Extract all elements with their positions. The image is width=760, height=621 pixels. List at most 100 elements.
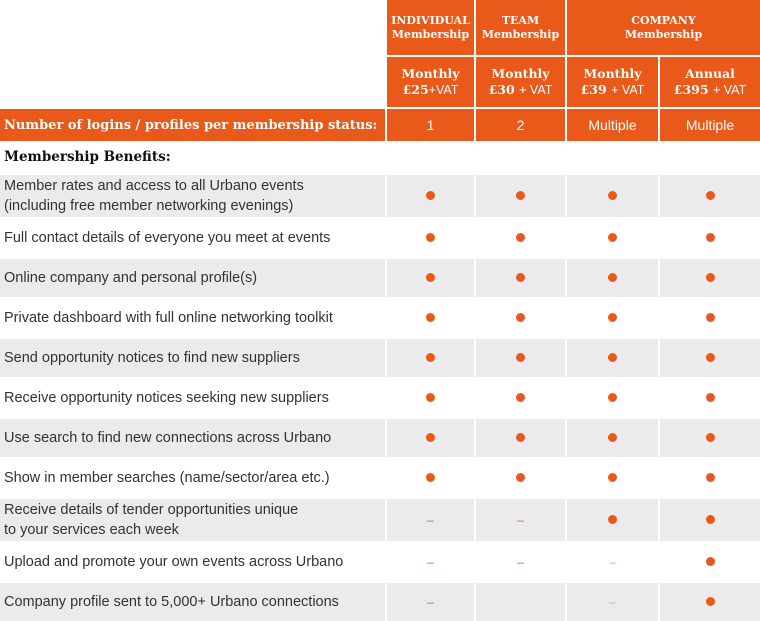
section-title-row: Membership Benefits: — [0, 141, 760, 173]
included-dot-icon — [705, 273, 715, 282]
benefit-label-line: Use search to find new connections acros… — [4, 430, 332, 446]
included-dot-icon — [608, 273, 617, 282]
logins-row: Number of logins / profiles per membersh… — [0, 107, 760, 141]
included-dot-icon — [426, 353, 435, 362]
included-dot-icon — [426, 191, 435, 200]
price-cell-company-monthly[interactable]: Monthly £39 + VAT — [565, 55, 658, 107]
benefit-label-line: Full contact details of everyone you mee… — [4, 230, 331, 246]
price-vat: + VAT — [713, 82, 747, 97]
not-included-dash-icon: – — [427, 513, 434, 527]
benefit-cell — [474, 417, 565, 457]
benefit-label-line: Company profile sent to 5,000+ Urbano co… — [4, 594, 339, 610]
benefit-cell — [565, 417, 658, 457]
benefit-cell — [474, 377, 565, 417]
plan-group-subtitle: Membership — [481, 27, 560, 41]
price-cell-individual-monthly[interactable]: Monthly £25+VAT — [385, 55, 474, 107]
benefit-cell — [385, 417, 474, 457]
benefit-label: Receive opportunity notices seeking new … — [0, 377, 385, 417]
included-dot-icon — [426, 393, 435, 402]
benefit-cell — [565, 173, 658, 217]
section-title: Membership Benefits: — [4, 149, 171, 165]
price-vat: +VAT — [428, 82, 459, 97]
benefit-cell: – — [474, 497, 565, 541]
benefit-cell — [658, 297, 760, 337]
benefit-cell — [565, 497, 658, 541]
included-dot-icon — [426, 433, 435, 442]
price-period: Annual — [685, 65, 735, 81]
benefit-cell — [658, 217, 760, 257]
benefit-cell — [385, 377, 474, 417]
plan-header-individual[interactable]: INDIVIDUAL Membership — [385, 0, 474, 55]
price-vat: + VAT — [611, 82, 645, 97]
benefit-cell — [385, 297, 474, 337]
benefit-cell — [658, 497, 760, 541]
price-amount: £25 — [402, 81, 429, 97]
plan-header-team[interactable]: TEAM Membership — [474, 0, 565, 55]
benefit-cell — [565, 457, 658, 497]
benefit-row: Send opportunity notices to find new sup… — [0, 337, 760, 377]
benefit-cell: – — [385, 497, 474, 541]
header-spacer — [0, 0, 385, 107]
benefit-row: Online company and personal profile(s) — [0, 257, 760, 297]
included-dot-icon — [705, 393, 715, 402]
benefit-cell — [385, 457, 474, 497]
benefit-cell — [385, 173, 474, 217]
benefit-cell — [474, 173, 565, 217]
included-dot-icon — [516, 393, 525, 402]
benefit-label: Member rates and access to all Urbano ev… — [0, 173, 385, 217]
plan-group-name: INDIVIDUAL — [391, 13, 470, 27]
benefit-row: Show in member searches (name/sector/are… — [0, 457, 760, 497]
benefit-cell — [658, 337, 760, 377]
benefit-cell — [474, 337, 565, 377]
price-vat: + VAT — [519, 82, 553, 97]
benefit-rows: Member rates and access to all Urbano ev… — [0, 173, 760, 621]
included-dot-icon — [608, 191, 617, 200]
logins-value-company-monthly: Multiple — [565, 107, 658, 141]
benefit-row: Upload and promote your own events acros… — [0, 541, 760, 581]
included-dot-icon — [426, 473, 435, 482]
price-cell-team-monthly[interactable]: Monthly £30 + VAT — [474, 55, 565, 107]
price-amount: £39 — [580, 81, 607, 97]
price-amount: £30 — [488, 81, 515, 97]
benefit-label-line: Member rates and access to all Urbano ev… — [4, 178, 304, 194]
not-included-dash-icon: – — [609, 555, 616, 569]
included-dot-icon — [516, 273, 525, 282]
plan-group-name: COMPANY — [631, 13, 696, 27]
benefit-label: Receive details of tender opportunities … — [0, 497, 385, 541]
benefit-cell — [474, 217, 565, 257]
benefit-cell — [658, 541, 760, 581]
benefit-cell — [565, 257, 658, 297]
included-dot-icon — [705, 597, 715, 606]
benefit-label: Send opportunity notices to find new sup… — [0, 337, 385, 377]
included-dot-icon — [705, 515, 715, 524]
benefit-label-line: Online company and personal profile(s) — [4, 270, 258, 286]
plan-group-subtitle: Membership — [624, 27, 703, 41]
included-dot-icon — [705, 433, 715, 442]
included-dot-icon — [705, 557, 715, 566]
benefit-label-line: Receive opportunity notices seeking new … — [4, 390, 329, 406]
plan-group-subtitle: Membership — [391, 27, 470, 41]
price-cell-company-annual[interactable]: Annual £395 + VAT — [658, 55, 760, 107]
benefit-cell — [474, 457, 565, 497]
benefit-cell — [658, 173, 760, 217]
benefit-row: Company profile sent to 5,000+ Urbano co… — [0, 581, 760, 621]
benefit-label-line: to your services each week — [4, 522, 179, 538]
included-dot-icon — [705, 233, 715, 242]
logins-label: Number of logins / profiles per membersh… — [0, 107, 385, 141]
benefit-cell: – — [385, 541, 474, 581]
benefit-cell — [474, 257, 565, 297]
included-dot-icon — [608, 433, 617, 442]
benefit-cell — [565, 217, 658, 257]
plan-header-company[interactable]: COMPANY Membership — [565, 0, 760, 55]
benefit-row: Full contact details of everyone you mee… — [0, 217, 760, 257]
included-dot-icon — [516, 433, 525, 442]
logins-value-team: 2 — [474, 107, 565, 141]
logins-value-individual: 1 — [385, 107, 474, 141]
benefit-cell: – — [565, 581, 658, 621]
included-dot-icon — [426, 313, 435, 322]
included-dot-icon — [608, 353, 617, 362]
benefit-row: Receive opportunity notices seeking new … — [0, 377, 760, 417]
included-dot-icon — [608, 393, 617, 402]
